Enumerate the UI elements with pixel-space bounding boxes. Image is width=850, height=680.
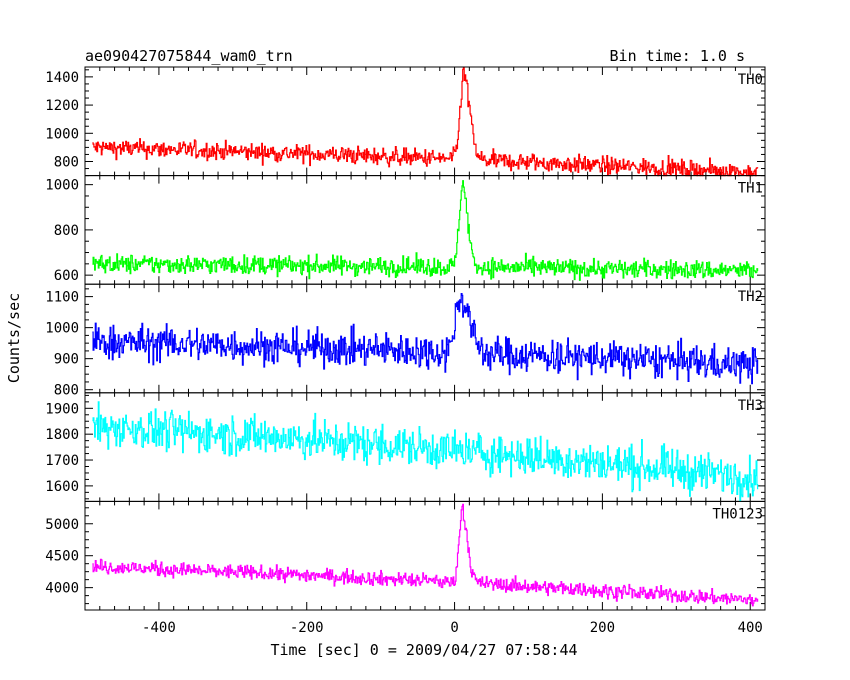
- x-tick-label: -200: [290, 620, 324, 636]
- y-tick-label: 4000: [45, 581, 79, 597]
- y-tick-label: 4500: [45, 549, 79, 565]
- bin-time-label: Bin time: 1.0 s: [610, 47, 745, 65]
- series-line-th1: [92, 180, 759, 281]
- series-line-th0123: [92, 503, 759, 607]
- y-tick-label: 1400: [45, 70, 79, 86]
- panels-group: 800 1000 1200 1400 TH0 600 800 1000 TH1 800 900 100…: [45, 66, 766, 636]
- y-tick-label: 1100: [45, 290, 79, 306]
- series-label-th3: TH3: [738, 398, 763, 414]
- y-tick-label: 1000: [45, 126, 79, 142]
- x-tick-label: 200: [590, 620, 615, 636]
- series-line-th3: [92, 401, 759, 502]
- x-tick-label: 0: [450, 620, 458, 636]
- y-tick-label: 1000: [45, 178, 79, 194]
- y-tick-label: 800: [54, 223, 79, 239]
- series-label-th0123: TH0123: [712, 506, 763, 522]
- series-label-th1: TH1: [738, 181, 763, 197]
- series-line-th2: [92, 293, 759, 385]
- y-tick-label: 1700: [45, 453, 79, 469]
- x-tick-label: 400: [738, 620, 763, 636]
- y-tick-label: 5000: [45, 517, 79, 533]
- y-axis-label: Counts/sec: [5, 293, 23, 383]
- y-tick-label: 1200: [45, 98, 79, 114]
- chart-title: ae090427075844_wam0_trn: [85, 47, 293, 65]
- series-label-th0: TH0: [738, 72, 763, 88]
- y-tick-label: 1000: [45, 321, 79, 337]
- x-tick-label: -400: [142, 620, 176, 636]
- y-tick-label: 600: [54, 268, 79, 284]
- y-tick-label: 1800: [45, 427, 79, 443]
- y-tick-label: 1900: [45, 401, 79, 417]
- panel-frame: [84, 66, 766, 177]
- y-tick-label: 900: [54, 352, 79, 368]
- y-tick-label: 800: [54, 154, 79, 170]
- y-tick-label: 1600: [45, 479, 79, 495]
- y-tick-label: 800: [54, 383, 79, 399]
- series-line-th0: [92, 67, 759, 177]
- x-axis-label: Time [sec] 0 = 2009/04/27 07:58:44: [270, 641, 577, 659]
- series-label-th2: TH2: [738, 289, 763, 305]
